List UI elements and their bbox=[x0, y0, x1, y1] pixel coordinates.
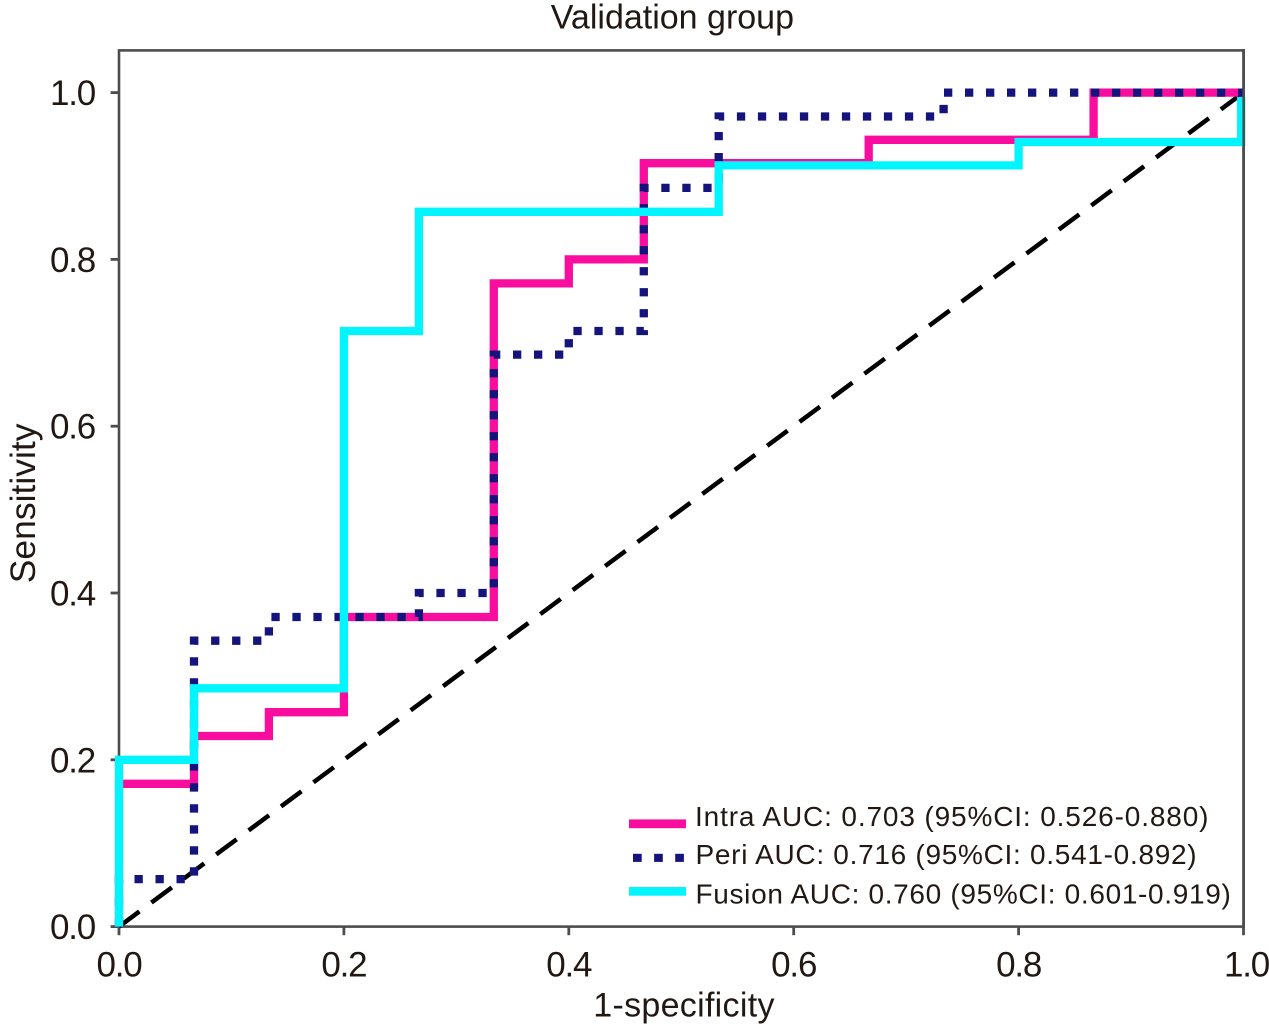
svg-text:0.2: 0.2 bbox=[50, 741, 95, 780]
svg-text:1.0: 1.0 bbox=[1224, 946, 1269, 985]
svg-text:1.0: 1.0 bbox=[50, 74, 96, 113]
svg-text:0.6: 0.6 bbox=[771, 946, 816, 985]
svg-text:0.0: 0.0 bbox=[50, 908, 96, 947]
svg-text:0.4: 0.4 bbox=[50, 575, 96, 614]
svg-text:0.2: 0.2 bbox=[321, 946, 366, 985]
svg-text:0.8: 0.8 bbox=[996, 946, 1041, 985]
svg-text:Intra AUC: 0.703 (95%CI: 0.526: Intra AUC: 0.703 (95%CI: 0.526-0.880) bbox=[695, 801, 1209, 832]
svg-text:0.4: 0.4 bbox=[546, 946, 592, 985]
svg-text:0.8: 0.8 bbox=[50, 241, 95, 280]
svg-text:Sensitivity: Sensitivity bbox=[3, 423, 43, 583]
svg-text:Validation group: Validation group bbox=[551, 0, 794, 37]
svg-text:Fusion AUC: 0.760 (95%CI: 0.60: Fusion AUC: 0.760 (95%CI: 0.601-0.919) bbox=[696, 878, 1232, 909]
svg-text:0.0: 0.0 bbox=[96, 946, 142, 985]
svg-text:0.6: 0.6 bbox=[50, 408, 95, 447]
svg-text:1-specificity: 1-specificity bbox=[593, 987, 775, 1025]
svg-text:Peri AUC: 0.716 (95%CI: 0.541-: Peri AUC: 0.716 (95%CI: 0.541-0.892) bbox=[696, 839, 1198, 870]
